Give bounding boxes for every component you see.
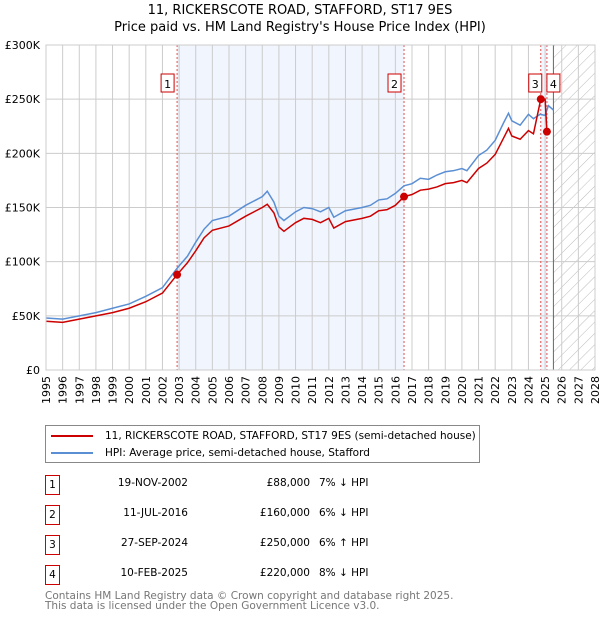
x-tick-label: 2006 xyxy=(223,376,236,404)
x-tick-label: 2026 xyxy=(556,376,569,404)
x-tick-label: 2012 xyxy=(323,376,336,404)
sale-label: 2 xyxy=(391,78,398,91)
x-tick-label: 2019 xyxy=(439,376,452,404)
x-tick-label: 2024 xyxy=(522,376,535,404)
x-tick-label: 2027 xyxy=(572,376,585,404)
x-tick-label: 1996 xyxy=(57,376,70,404)
sale-label-box xyxy=(546,73,561,93)
sale-point xyxy=(542,127,551,136)
transaction-row: 1 19-NOV-2002 £88,000 7% ↓ HPI xyxy=(45,475,465,495)
y-tick-label: £200K xyxy=(5,147,41,160)
transaction-hpi: 7% ↓ HPI xyxy=(319,477,369,489)
chart-title: 11, RICKERSCOTE ROAD, STAFFORD, ST17 9ES xyxy=(147,3,453,18)
transaction-badge: 2 xyxy=(45,505,60,525)
x-tick-label: 2013 xyxy=(339,376,352,404)
y-tick-label: £250K xyxy=(5,93,41,106)
legend-item-property: 11, RICKERSCOTE ROAD, STAFFORD, ST17 9ES… xyxy=(46,428,476,444)
y-tick-label: £300K xyxy=(5,39,41,52)
transaction-hpi: 6% ↓ HPI xyxy=(319,507,369,519)
y-tick-label: £100K xyxy=(5,256,41,269)
footer: Contains HM Land Registry data © Crown c… xyxy=(45,590,454,612)
transaction-hpi: 8% ↓ HPI xyxy=(319,567,369,579)
x-tick-label: 2028 xyxy=(589,376,600,404)
footer-licence: This data is licensed under the Open Gov… xyxy=(45,600,380,612)
x-tick-label: 1995 xyxy=(40,376,53,404)
legend-label: HPI: Average price, semi-detached house,… xyxy=(105,447,370,459)
plot-frame xyxy=(45,44,596,371)
legend-label: 11, RICKERSCOTE ROAD, STAFFORD, ST17 9ES… xyxy=(105,430,476,442)
y-tick-label: £150K xyxy=(5,202,41,215)
x-tick-label: 2004 xyxy=(190,376,203,404)
sale-label: 4 xyxy=(550,78,557,91)
x-tick-label: 1998 xyxy=(90,376,103,404)
price-chart: 1995 1996 1997 1998 1999 2000 2001 2002 2003 2004… xyxy=(5,39,600,404)
x-tick-label: 1999 xyxy=(107,376,120,404)
x-tick-label: 2023 xyxy=(506,376,519,404)
sale-label: 3 xyxy=(532,78,539,91)
transaction-hpi: 6% ↑ HPI xyxy=(319,537,369,549)
x-tick-label: 2002 xyxy=(156,376,169,404)
x-tick-label: 2014 xyxy=(356,376,369,404)
y-tick-label: £50K xyxy=(12,310,41,323)
x-tick-label: 2018 xyxy=(423,376,436,404)
x-tick-label: 2003 xyxy=(173,376,186,404)
x-tick-label: 2010 xyxy=(290,376,303,404)
sale-point xyxy=(536,95,545,104)
sale-label-box xyxy=(387,73,402,93)
y-tick-label: £0 xyxy=(26,364,40,377)
x-tick-label: 2017 xyxy=(406,376,419,404)
x-tick-label: 2020 xyxy=(456,376,469,404)
sale-point xyxy=(173,270,182,279)
transaction-row: 2 11-JUL-2016 £160,000 6% ↓ HPI xyxy=(45,505,465,525)
x-tick-label: 2007 xyxy=(240,376,253,404)
transaction-date: 19-NOV-2002 xyxy=(117,477,188,489)
footer-copyright: Contains HM Land Registry data © Crown c… xyxy=(45,590,454,602)
transaction-price: £250,000 xyxy=(259,537,310,549)
transaction-row: 3 27-SEP-2024 £250,000 6% ↑ HPI xyxy=(45,535,465,555)
x-tick-label: 2005 xyxy=(206,376,219,404)
transaction-price: £88,000 xyxy=(266,477,310,489)
transaction-date: 11-JUL-2016 xyxy=(123,507,188,519)
chart-subtitle: Price paid vs. HM Land Registry's House … xyxy=(114,20,486,35)
transaction-badge: 1 xyxy=(45,475,60,495)
sale-label-box xyxy=(528,73,543,93)
transaction-price: £220,000 xyxy=(259,567,310,579)
transaction-date: 10-FEB-2025 xyxy=(120,567,188,579)
sale-label-box xyxy=(160,73,175,93)
property-price-line xyxy=(45,98,548,324)
x-tick-label: 2021 xyxy=(473,376,486,404)
x-tick-label: 2016 xyxy=(389,376,402,404)
transaction-date: 27-SEP-2024 xyxy=(120,537,188,549)
legend-swatch-red xyxy=(51,435,93,437)
legend-swatch-blue xyxy=(51,452,93,454)
legend: 11, RICKERSCOTE ROAD, STAFFORD, ST17 9ES… xyxy=(45,425,480,463)
x-tick-label: 2011 xyxy=(306,376,319,404)
transaction-badge: 4 xyxy=(45,565,60,585)
transaction-row: 4 10-FEB-2025 £220,000 8% ↓ HPI xyxy=(45,565,465,585)
x-tick-label: 2008 xyxy=(256,376,269,404)
x-tick-label: 2015 xyxy=(373,376,386,404)
x-tick-label: 2001 xyxy=(140,376,153,404)
x-tick-label: 2000 xyxy=(123,376,136,404)
sale-label: 1 xyxy=(164,78,171,91)
x-tick-label: 2009 xyxy=(273,376,286,404)
legend-item-hpi: HPI: Average price, semi-detached house,… xyxy=(46,445,370,461)
x-tick-label: 2022 xyxy=(489,376,502,404)
sale-point xyxy=(400,192,409,201)
transaction-badge: 3 xyxy=(45,535,60,555)
transaction-price: £160,000 xyxy=(259,507,310,519)
hpi-line xyxy=(45,104,554,320)
x-tick-label: 1997 xyxy=(73,376,86,404)
x-tick-label: 2025 xyxy=(539,376,552,404)
